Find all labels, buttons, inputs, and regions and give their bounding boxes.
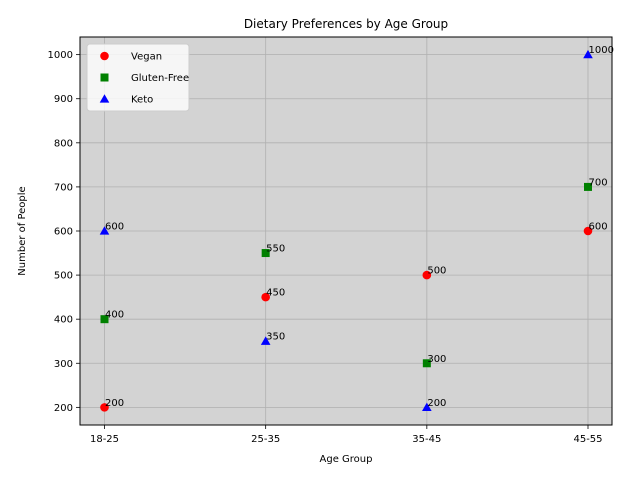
- y-tick-label: 1000: [48, 50, 73, 61]
- vegan-data-label: 450: [266, 288, 285, 299]
- x-tick-label: 25-35: [251, 434, 280, 445]
- vegan-point: [261, 292, 270, 302]
- keto-point: [260, 336, 271, 345]
- axis-ticks: 18-25 25-35 35-45 45-55 200 300 400 500 600 700 80…: [48, 50, 603, 445]
- y-tick-label: 300: [54, 359, 73, 370]
- gluten-free-point: [422, 359, 431, 368]
- gluten-free-data-label: 400: [105, 310, 124, 321]
- vegan-point: [583, 226, 593, 236]
- gluten-free-point: [584, 182, 592, 191]
- gluten-free-point: [261, 249, 270, 258]
- legend-keto-label: Keto: [131, 95, 153, 106]
- data-points: [99, 49, 593, 412]
- keto-data-label: 600: [105, 222, 124, 233]
- x-axis-label: Age Group: [320, 454, 373, 465]
- y-tick-label: 800: [54, 138, 73, 149]
- gluten-free-point: [100, 315, 109, 324]
- y-tick-label: 900: [54, 94, 73, 105]
- x-tick-label: 35-45: [412, 434, 441, 445]
- y-tick-label: 400: [54, 315, 73, 326]
- gluten-free-data-label: 550: [266, 244, 285, 255]
- chart-title: Dietary Preferences by Age Group: [244, 17, 448, 31]
- keto-point: [99, 226, 110, 235]
- y-tick-label: 600: [54, 227, 73, 238]
- plot-frame: [79, 36, 613, 426]
- data-labels: 200 450 500 600 400 550 300 700 600 350 200 1000: [105, 45, 614, 409]
- legend: Vegan Gluten-Free Keto: [86, 43, 190, 112]
- grid-lines: [80, 37, 612, 425]
- keto-data-label: 1000: [589, 45, 614, 56]
- y-tick-label: 700: [54, 182, 73, 193]
- keto-point: [583, 49, 593, 59]
- keto-data-label: 350: [266, 332, 285, 343]
- legend-gluten-free-marker: [100, 73, 109, 82]
- legend-gluten-free-label: Gluten-Free: [131, 73, 189, 84]
- vegan-data-label: 200: [105, 398, 124, 409]
- y-tick-label: 200: [54, 403, 73, 414]
- vegan-data-label: 600: [589, 222, 608, 233]
- keto-point: [422, 402, 432, 411]
- keto-data-label: 200: [427, 398, 446, 409]
- gluten-free-data-label: 700: [589, 177, 608, 188]
- legend-box: [86, 43, 190, 112]
- legend-keto-marker: [99, 94, 110, 103]
- legend-vegan-marker: [100, 51, 109, 61]
- x-tick-label: 18-25: [90, 434, 119, 445]
- x-tick-label: 45-55: [573, 434, 602, 445]
- vegan-data-label: 500: [427, 266, 446, 277]
- vegan-point: [422, 270, 432, 280]
- legend-vegan-label: Vegan: [131, 52, 162, 63]
- gluten-free-data-label: 300: [427, 354, 446, 365]
- y-axis-label: Number of People: [17, 186, 28, 275]
- vegan-point: [100, 403, 109, 412]
- y-tick-label: 500: [54, 271, 73, 282]
